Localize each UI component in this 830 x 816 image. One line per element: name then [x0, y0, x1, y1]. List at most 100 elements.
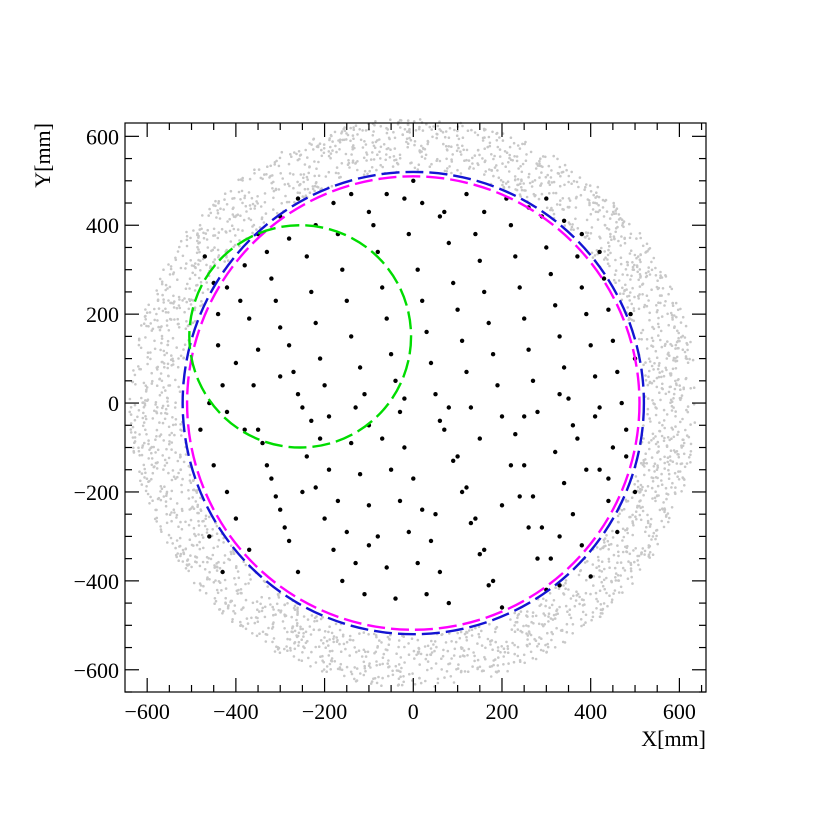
background-point: [444, 130, 448, 133]
background-point: [644, 379, 648, 382]
background-point: [633, 253, 637, 257]
background-point: [133, 436, 137, 439]
data-point: [539, 525, 545, 530]
background-point: [480, 644, 484, 647]
background-point: [325, 639, 329, 643]
background-point: [179, 423, 182, 426]
background-point: [175, 516, 178, 519]
data-point: [344, 529, 349, 535]
background-point: [650, 364, 654, 368]
background-point: [676, 329, 679, 333]
background-point: [654, 442, 658, 446]
background-point: [689, 453, 692, 457]
background-point: [328, 625, 331, 628]
background-point: [684, 324, 688, 328]
background-point: [313, 620, 316, 623]
background-point: [629, 561, 632, 565]
background-point: [527, 172, 531, 176]
background-point: [197, 524, 201, 527]
data-point: [508, 463, 514, 468]
background-point: [408, 672, 411, 676]
background-point: [652, 531, 656, 535]
background-point: [177, 471, 180, 475]
data-point: [322, 383, 327, 388]
background-point: [641, 505, 644, 509]
background-point: [650, 288, 653, 292]
background-point: [238, 239, 241, 242]
background-point: [185, 230, 188, 234]
background-point: [430, 639, 433, 643]
background-point: [531, 611, 535, 614]
background-point: [258, 632, 261, 635]
background-point: [520, 630, 524, 634]
background-point: [555, 626, 558, 630]
data-point: [570, 423, 576, 428]
background-point: [413, 166, 417, 170]
background-point: [366, 650, 370, 654]
y-tick-label: 600: [86, 124, 119, 149]
background-point: [303, 646, 306, 650]
background-point: [193, 320, 197, 323]
background-point: [692, 386, 696, 390]
data-point: [592, 414, 598, 419]
background-point: [393, 136, 397, 140]
background-point: [634, 475, 638, 478]
background-point: [569, 597, 573, 600]
background-point: [312, 137, 316, 141]
background-point: [292, 606, 296, 610]
background-point: [203, 524, 207, 528]
background-point: [625, 550, 629, 554]
background-point: [190, 565, 193, 569]
background-point: [570, 170, 573, 174]
background-point: [466, 654, 469, 657]
background-point: [639, 253, 642, 256]
background-point: [271, 605, 275, 609]
background-point: [652, 465, 656, 468]
background-point: [530, 185, 534, 188]
background-point: [153, 318, 156, 322]
background-point: [205, 263, 208, 267]
background-point: [670, 404, 674, 408]
background-point: [556, 612, 559, 615]
background-point: [212, 260, 215, 264]
background-point: [525, 632, 528, 635]
background-point: [201, 214, 204, 217]
background-point: [349, 126, 353, 130]
data-point: [366, 503, 372, 508]
background-point: [621, 221, 625, 225]
data-point: [517, 494, 522, 499]
background-point: [277, 609, 281, 612]
background-point: [664, 392, 668, 396]
background-point: [187, 464, 191, 468]
background-point: [639, 260, 642, 264]
background-point: [661, 508, 665, 511]
background-point: [663, 455, 666, 459]
background-point: [607, 560, 611, 563]
background-point: [589, 190, 593, 193]
background-point: [142, 381, 146, 385]
background-point: [673, 387, 677, 391]
background-point: [317, 174, 321, 177]
background-point: [672, 359, 675, 362]
background-point: [299, 173, 303, 176]
background-point: [144, 415, 147, 418]
background-point: [660, 472, 663, 476]
background-point: [302, 173, 306, 176]
background-point: [488, 622, 491, 626]
background-point: [513, 643, 516, 647]
data-point: [557, 392, 562, 397]
background-point: [654, 529, 658, 532]
background-point: [556, 157, 559, 161]
background-point: [338, 666, 342, 669]
background-point: [628, 252, 632, 255]
data-point: [397, 409, 403, 415]
background-point: [588, 201, 591, 205]
background-point: [175, 306, 179, 310]
background-point: [671, 318, 674, 321]
background-point: [483, 173, 486, 176]
background-point: [139, 346, 143, 350]
data-point: [615, 369, 620, 375]
background-point: [676, 433, 679, 437]
background-point: [256, 616, 259, 620]
background-point: [296, 610, 299, 613]
